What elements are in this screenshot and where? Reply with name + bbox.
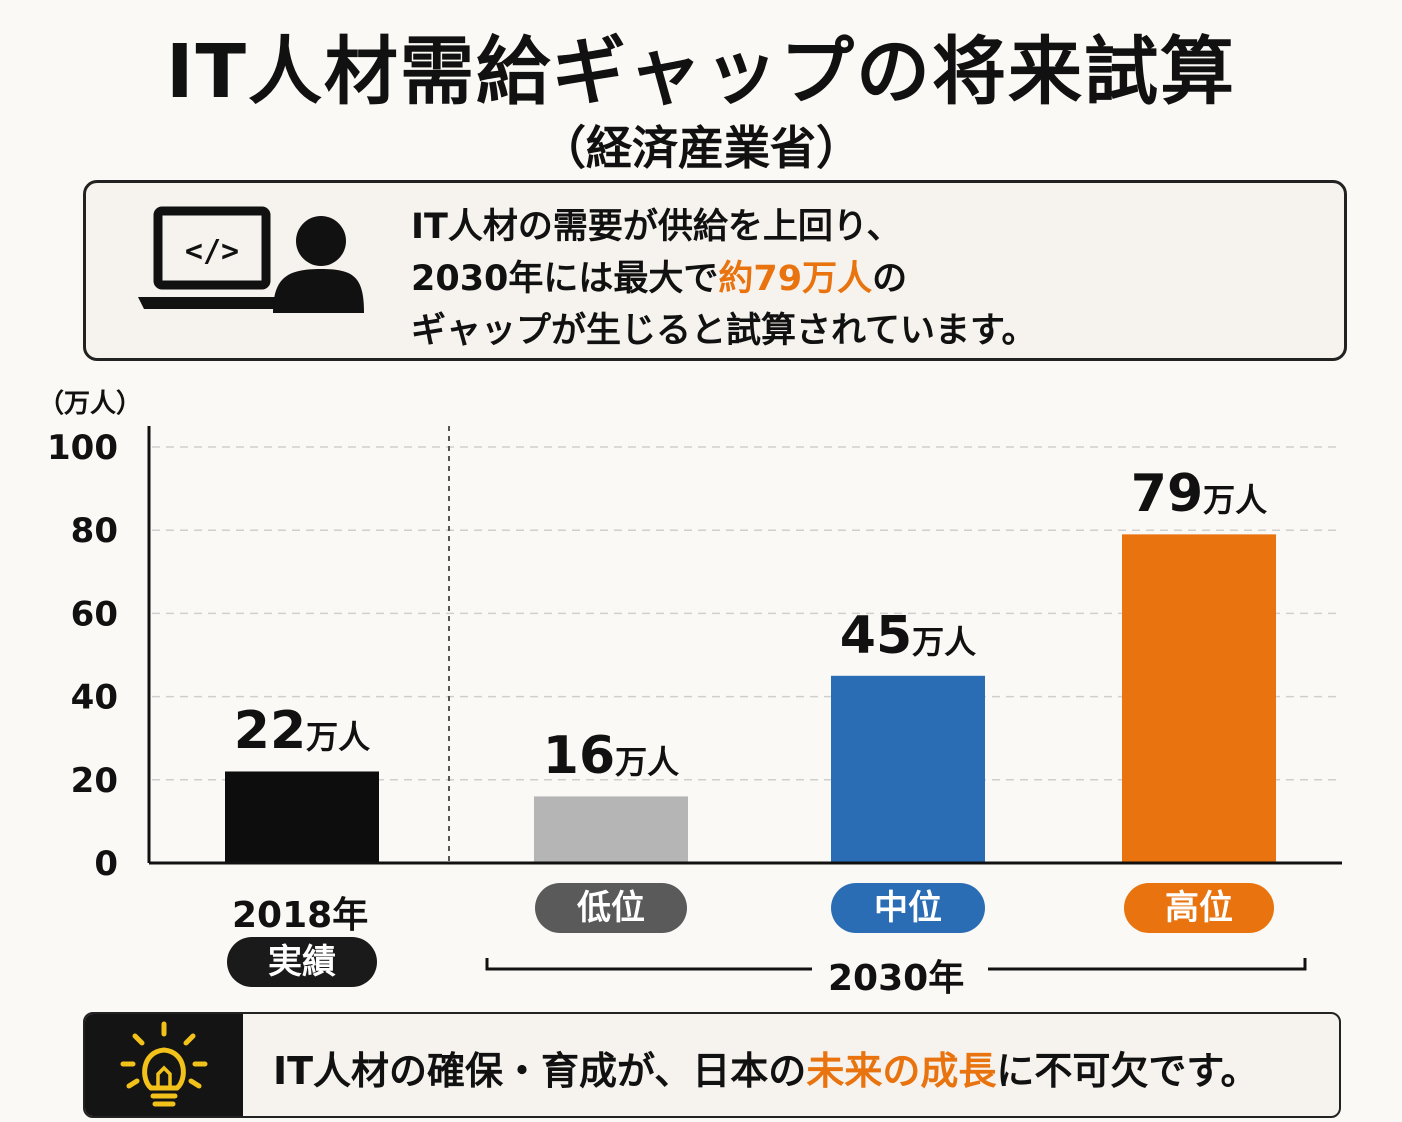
y-tick-labels: 0 20 40 60 80 100 xyxy=(47,428,118,884)
bar-value-unit: 万人 xyxy=(615,743,680,782)
footer-text-b: に不可欠です。 xyxy=(996,1049,1259,1093)
bar-chart: 0 20 40 60 80 100 xyxy=(47,426,1342,971)
footer-highlight: 未来の成長 xyxy=(806,1049,997,1093)
category-pill: 低位 xyxy=(535,883,687,933)
y-tick-label: 100 xyxy=(47,428,118,468)
bar-value-unit: 万人 xyxy=(1203,481,1268,520)
year-label-2030: 2030年 xyxy=(828,958,965,999)
bar-value-label: 79万人 xyxy=(1131,468,1267,520)
person-icon xyxy=(273,216,364,313)
bar-value-number: 45 xyxy=(839,605,913,666)
info-line-1: IT人材の需要が供給を上回り、 xyxy=(411,207,902,247)
bar-value-number: 16 xyxy=(542,726,616,787)
info-icons: </> xyxy=(138,206,364,313)
bar-2 xyxy=(534,796,688,863)
laptop-code-icon: </> xyxy=(138,206,286,309)
bar-value-number: 79 xyxy=(1130,464,1204,525)
svg-text:</>: </> xyxy=(185,234,239,269)
lightbulb-icon xyxy=(120,1021,208,1107)
group-bracket xyxy=(485,958,1307,971)
bar-value-label: 45万人 xyxy=(840,610,976,662)
bar-value-number: 22 xyxy=(233,701,307,762)
category-pill: 中位 xyxy=(831,883,985,933)
category-pill: 実績 xyxy=(227,937,377,987)
info-highlight: 約79万人 xyxy=(718,259,873,299)
footer-text-a: IT人材の確保・育成が、日本の xyxy=(273,1049,807,1093)
info-text: IT人材の需要が供給を上回り、 2030年には最大で約79万人の ギャップが生じ… xyxy=(411,201,1036,357)
y-axis-unit: （万人） xyxy=(38,389,143,419)
footer-text: IT人材の確保・育成が、日本の未来の成長に不可欠です。 xyxy=(273,1040,1259,1095)
bar-3 xyxy=(831,675,985,863)
bar-4 xyxy=(1122,534,1276,863)
y-tick-label: 0 xyxy=(94,844,118,884)
category-pill: 高位 xyxy=(1124,883,1274,933)
info-line-3: ギャップが生じると試算されています。 xyxy=(411,311,1037,351)
bar-value-label: 16万人 xyxy=(543,730,679,782)
page-subtitle: （経済産業省） xyxy=(540,121,862,175)
bar-1 xyxy=(225,771,379,863)
year-label-2018: 2018年 xyxy=(232,895,369,936)
y-tick-label: 60 xyxy=(71,594,118,634)
bar-value-unit: 万人 xyxy=(912,622,977,661)
bulb-cell xyxy=(85,1014,243,1116)
bar-value-unit: 万人 xyxy=(306,718,371,757)
info-box: </> IT人材の需要が供給を上回り、 2030年には最大で約79万人の ギャッ… xyxy=(83,180,1347,361)
y-tick-label: 80 xyxy=(71,511,118,551)
y-tick-label: 20 xyxy=(71,761,118,801)
info-line-2-a: 2030年には最大で xyxy=(411,259,719,299)
page-title: IT人材需給ギャップの将来試算 xyxy=(165,29,1236,115)
y-tick-label: 40 xyxy=(71,678,118,718)
info-line-2-b: の xyxy=(872,259,908,299)
footer-box: IT人材の確保・育成が、日本の未来の成長に不可欠です。 xyxy=(83,1012,1341,1118)
info-line-2: 2030年には最大で約79万人の xyxy=(411,253,1036,305)
bars xyxy=(225,534,1276,863)
bar-value-label: 22万人 xyxy=(234,705,370,757)
